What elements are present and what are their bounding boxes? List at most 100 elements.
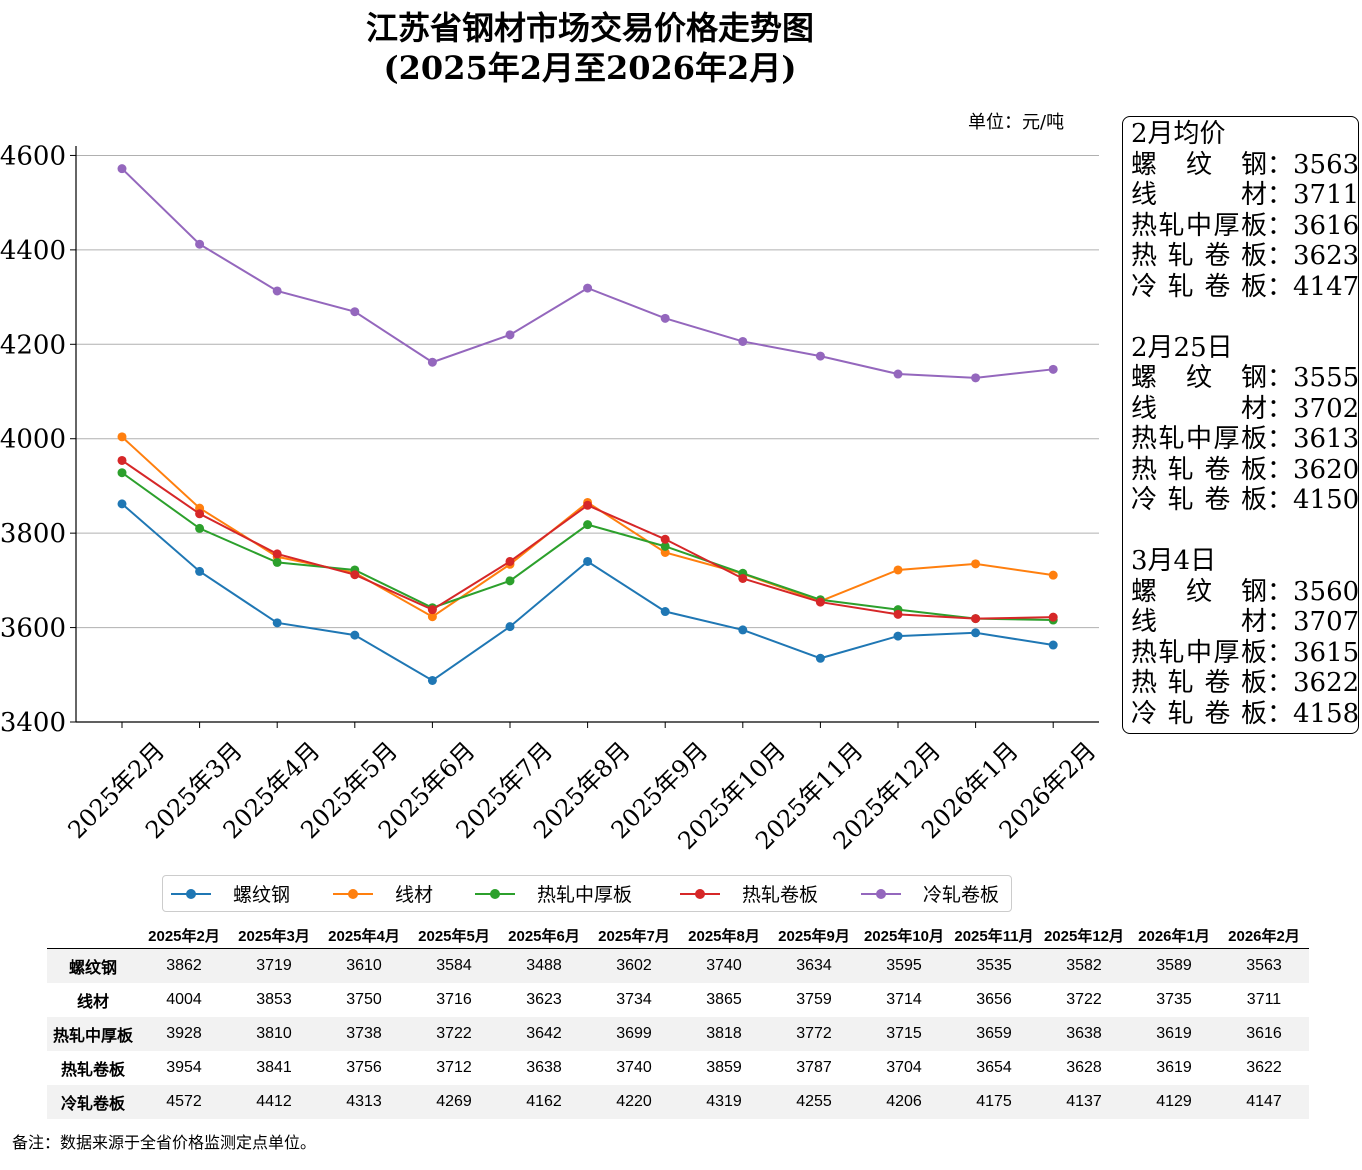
legend-marker-icon [680,884,720,904]
table-column-header: 2025年11月 [949,922,1039,949]
table-row-label: 热轧中厚板 [47,1017,139,1051]
table-corner [47,922,139,949]
series-line [121,459,1054,620]
axes [70,146,1099,728]
info-colon: ： [1266,424,1293,454]
data-point [1048,570,1058,580]
table-cell: 3810 [229,1017,319,1051]
table-cell: 4147 [1219,1085,1309,1119]
series-3 [117,455,1058,624]
data-point [1048,364,1058,374]
table-cell: 4220 [589,1085,679,1119]
legend-item: 螺纹钢 [171,876,290,911]
y-tick-label: 4400 [0,236,66,266]
table-cell: 3623 [526,991,562,1008]
table-cell: 4269 [409,1085,499,1119]
data-point [272,557,282,567]
table-row-label: 热轧卷板 [60,1060,125,1079]
info-label: 热轧卷板 [1131,668,1267,698]
data-point [583,500,593,510]
data-point [893,369,903,379]
data-point [117,432,127,442]
table-cell: 3714 [886,991,922,1008]
info-row: 热轧卷板： 3622 [1131,668,1360,698]
table-column-header: 2025年9月 [769,922,859,949]
table-cell: 4412 [229,1085,319,1119]
info-colon: ： [1266,454,1293,485]
info-label: 线材 [1131,393,1267,424]
data-point [815,653,825,663]
data-point [893,609,903,619]
table-row: 热轧中厚板 3928 3810 3738 3722 3642 3699 3818 3772 371… [47,1017,1309,1051]
table-cell: 3622 [1246,1059,1282,1076]
info-label: 线材 [1131,180,1267,210]
table-column-header: 2025年7月 [589,922,679,949]
info-colon: ： [1266,271,1293,302]
data-point [893,565,903,575]
series-2 [117,468,1058,625]
data-point [893,631,903,641]
data-point [660,607,670,617]
info-row: 热轧卷板： 3623 [1131,241,1359,271]
data-point [505,622,515,632]
info-colon: ： [1266,637,1293,668]
info-value: 3560 [1293,576,1360,607]
series-4 [117,164,1058,383]
table-column-header: 2026年1月 [1129,922,1219,949]
unit-label: 单位：元/吨 [968,112,1065,133]
table-row: 线材 4004 3853 3750 3716 3623 3734 3865 3759 3714 36… [47,983,1309,1017]
table-cell: 3619 [1156,1059,1192,1076]
table-cell: 3750 [346,991,382,1008]
footnote: 备注：数据来源于全省价格监测定点单位。 [12,1133,317,1152]
table-cell: 4206 [859,1085,949,1119]
data-point [272,618,282,628]
y-tick-label: 3800 [0,519,66,549]
info-row: 热轧中厚板： 3616 [1131,210,1359,241]
line-chart: 2025年2月2025年3月2025年4月2025年5月2025年6月2025年… [0,141,1102,855]
table-cell: 3619 [1129,1017,1219,1051]
info-colon: ： [1266,576,1293,607]
legend-label: 热轧卷板 [742,884,819,906]
data-point [195,566,205,576]
legend-item: 热轧中厚板 [475,876,632,911]
data-point [971,628,981,638]
table-row: 冷轧卷板 4572 4412 4313 4269 4162 4220 4319 4255 4206… [47,1085,1309,1119]
info-label: 螺纹钢 [1131,576,1267,607]
table-row-label: 螺纹钢 [47,948,139,983]
info-label: 热轧中厚板 [1131,637,1267,668]
info-heading: 2月25日 [1131,332,1233,363]
info-label: 热轧中厚板 [1131,424,1267,454]
series-0 [117,499,1058,685]
table-cell: 3654 [976,1059,1012,1076]
data-point [1048,612,1058,622]
info-value: 4150 [1293,485,1360,515]
y-tick-labels: 3400 3600 3800 4000 4200 4400 4600 [0,141,66,738]
info-value: 4147 [1293,271,1360,302]
data-point [738,625,748,635]
table-cell: 3602 [589,948,679,983]
chart-subtitle: (2025年2月至2026年2月) [383,49,797,87]
info-row: 热轧中厚板： 3615 [1131,637,1360,668]
info-label: 螺纹钢 [1131,149,1267,180]
info-value: 3622 [1293,668,1360,698]
table-cell: 3853 [256,991,292,1008]
data-point [272,549,282,559]
info-colon: ： [1266,241,1293,271]
info-colon: ： [1266,607,1293,637]
data-point [350,570,360,580]
table-cell: 3610 [319,948,409,983]
info-value: 3702 [1293,393,1360,424]
x-tick-labels: 2025年2月2025年3月2025年4月2025年5月2025年6月2025年… [63,736,1102,855]
data-point [1048,640,1058,650]
data-point [195,239,205,249]
info-label: 热轧中厚板 [1131,210,1267,241]
info-value: 4158 [1293,698,1360,729]
table-row: 热轧卷板 3954 3841 3756 3712 3638 3740 3859 3787 3704… [47,1051,1309,1085]
chart-legend: 螺纹钢 线材 热轧中厚板 热轧卷板 冷轧卷板 [162,875,1012,912]
data-point [660,313,670,323]
table-cell: 3584 [409,948,499,983]
legend-item: 热轧卷板 [680,876,818,911]
info-value: 3615 [1293,637,1360,668]
table-column-header: 2025年6月 [499,922,589,949]
info-value: 3555 [1293,363,1360,393]
